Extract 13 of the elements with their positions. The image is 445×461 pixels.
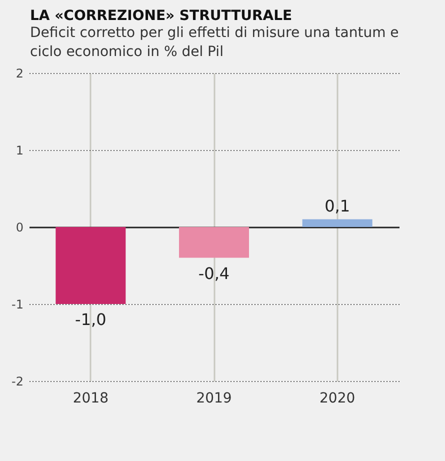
x-tick-label: 2018	[72, 390, 108, 406]
y-tick-label: 0	[16, 220, 24, 234]
chart-title: LA «CORREZIONE» STRUTTURALE	[30, 8, 294, 24]
chart-subtitle: Deficit corretto per gli effetti di misure una tantum e ciclo economico in % del Pil	[30, 24, 400, 62]
data-label: 0,1	[324, 196, 350, 216]
y-tick-label: -1	[12, 298, 24, 312]
y-tick-label: 2	[16, 66, 24, 80]
y-tick-label: 1	[16, 144, 24, 158]
y-tick-label: -2	[12, 374, 24, 388]
x-tick-label: 2019	[196, 390, 232, 406]
data-label: -0,4	[198, 264, 230, 283]
data-label: -1,0	[75, 310, 106, 329]
x-tick-label: 2020	[320, 390, 356, 406]
